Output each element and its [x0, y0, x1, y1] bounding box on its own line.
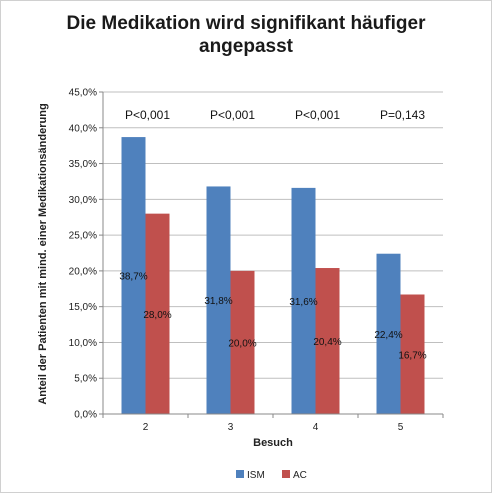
x-tick-label: 5	[398, 422, 404, 433]
legend-label-ac: AC	[293, 470, 307, 481]
y-axis-label: Anteil der Patienten mit mind. einer Med…	[37, 103, 49, 404]
data-label-ac-3: 20,0%	[228, 338, 256, 349]
bar-ism-3	[206, 186, 231, 414]
y-tick-label: 15,0%	[69, 302, 97, 313]
y-axis-ticks: 0,0% 5,0% 10,0% 15,0% 20,0% 25,0% 30,0% 35,0% 40…	[69, 88, 103, 421]
bar-ism-4	[291, 187, 316, 414]
data-label-ac-4: 20,4%	[313, 337, 341, 348]
y-tick-label: 25,0%	[69, 231, 97, 242]
y-tick-label: 40,0%	[69, 123, 97, 134]
bar-ac-2	[145, 213, 170, 414]
bar-ism-2	[121, 137, 146, 414]
bars	[121, 137, 425, 414]
bar-ac-3	[230, 270, 255, 414]
y-tick-label: 10,0%	[69, 338, 97, 349]
legend-swatch-ac	[282, 470, 290, 478]
y-tick-label: 0,0%	[74, 410, 97, 421]
p-value-label: P=0,143	[380, 108, 425, 122]
x-tick-label: 3	[228, 422, 234, 433]
data-label-ism-4: 31,6%	[289, 297, 317, 308]
data-label-ism-2: 38,7%	[119, 272, 147, 283]
x-tick-label: 2	[143, 422, 149, 433]
p-value-label: P<0,001	[295, 108, 340, 122]
y-tick-label: 45,0%	[69, 88, 97, 99]
data-label-ism-5: 22,4%	[374, 330, 402, 341]
p-value-label: P<0,001	[125, 108, 170, 122]
legend-label-ism: ISM	[247, 470, 265, 481]
data-label-ac-2: 28,0%	[143, 310, 171, 321]
chart-title-line-2: angepasst	[199, 36, 294, 57]
p-value-annotations: P<0,001 P<0,001 P<0,001 P=0,143	[125, 108, 425, 122]
data-label-ism-3: 31,8%	[204, 296, 232, 307]
bar-ism-5	[376, 253, 401, 414]
y-tick-label: 35,0%	[69, 159, 97, 170]
data-label-ac-5: 16,7%	[398, 350, 426, 361]
x-tick-label: 4	[313, 422, 319, 433]
x-axis-label: Besuch	[253, 437, 293, 449]
y-tick-label: 20,0%	[69, 266, 97, 277]
y-tick-label: 5,0%	[74, 374, 97, 385]
legend: ISM AC	[236, 470, 307, 481]
data-labels: 38,7% 28,0% 31,8% 20,0% 31,6% 20,4% 22,4% 16,7%	[119, 272, 426, 362]
bar-ac-4	[315, 268, 340, 414]
chart-title-line-1: Die Medikation wird signifikant häufiger	[67, 13, 427, 34]
p-value-label: P<0,001	[210, 108, 255, 122]
y-tick-label: 30,0%	[69, 195, 97, 206]
legend-swatch-ism	[236, 470, 244, 478]
bar-ac-5	[400, 294, 425, 414]
x-axis-ticks: 2 3 4 5	[102, 414, 444, 433]
